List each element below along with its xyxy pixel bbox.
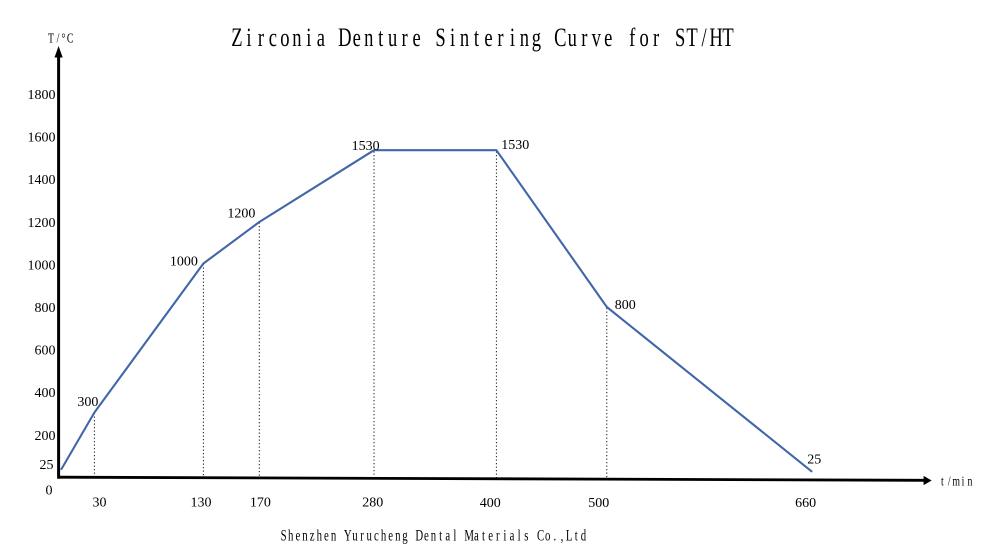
svg-text:30: 30 <box>93 496 107 511</box>
svg-text:1400: 1400 <box>28 173 56 188</box>
svg-text:800: 800 <box>35 301 56 316</box>
svg-text:1200: 1200 <box>227 206 255 221</box>
svg-text:600: 600 <box>35 344 56 359</box>
svg-text:400: 400 <box>480 496 501 511</box>
svg-text:300: 300 <box>77 395 98 410</box>
svg-text:0: 0 <box>46 484 53 499</box>
svg-text:t/min: t / m i n <box>941 473 972 489</box>
svg-text:200: 200 <box>35 429 56 444</box>
svg-text:25: 25 <box>40 458 54 473</box>
svg-text:130: 130 <box>191 496 212 511</box>
svg-text:1200: 1200 <box>28 216 56 231</box>
svg-text:1000: 1000 <box>170 255 198 270</box>
svg-text:280: 280 <box>362 496 383 511</box>
svg-text:1000: 1000 <box>28 258 56 273</box>
svg-text:500: 500 <box>588 496 609 511</box>
svg-text:170: 170 <box>250 496 271 511</box>
svg-text:T/°C: T / °C <box>48 30 73 46</box>
svg-text:1600: 1600 <box>28 131 56 146</box>
svg-text:1530: 1530 <box>501 138 529 153</box>
svg-text:1800: 1800 <box>28 88 56 103</box>
svg-text:660: 660 <box>795 496 816 511</box>
svg-text:25: 25 <box>807 452 821 467</box>
svg-text:400: 400 <box>35 386 56 401</box>
svg-text:800: 800 <box>615 298 636 313</box>
svg-text:1530: 1530 <box>352 139 380 154</box>
